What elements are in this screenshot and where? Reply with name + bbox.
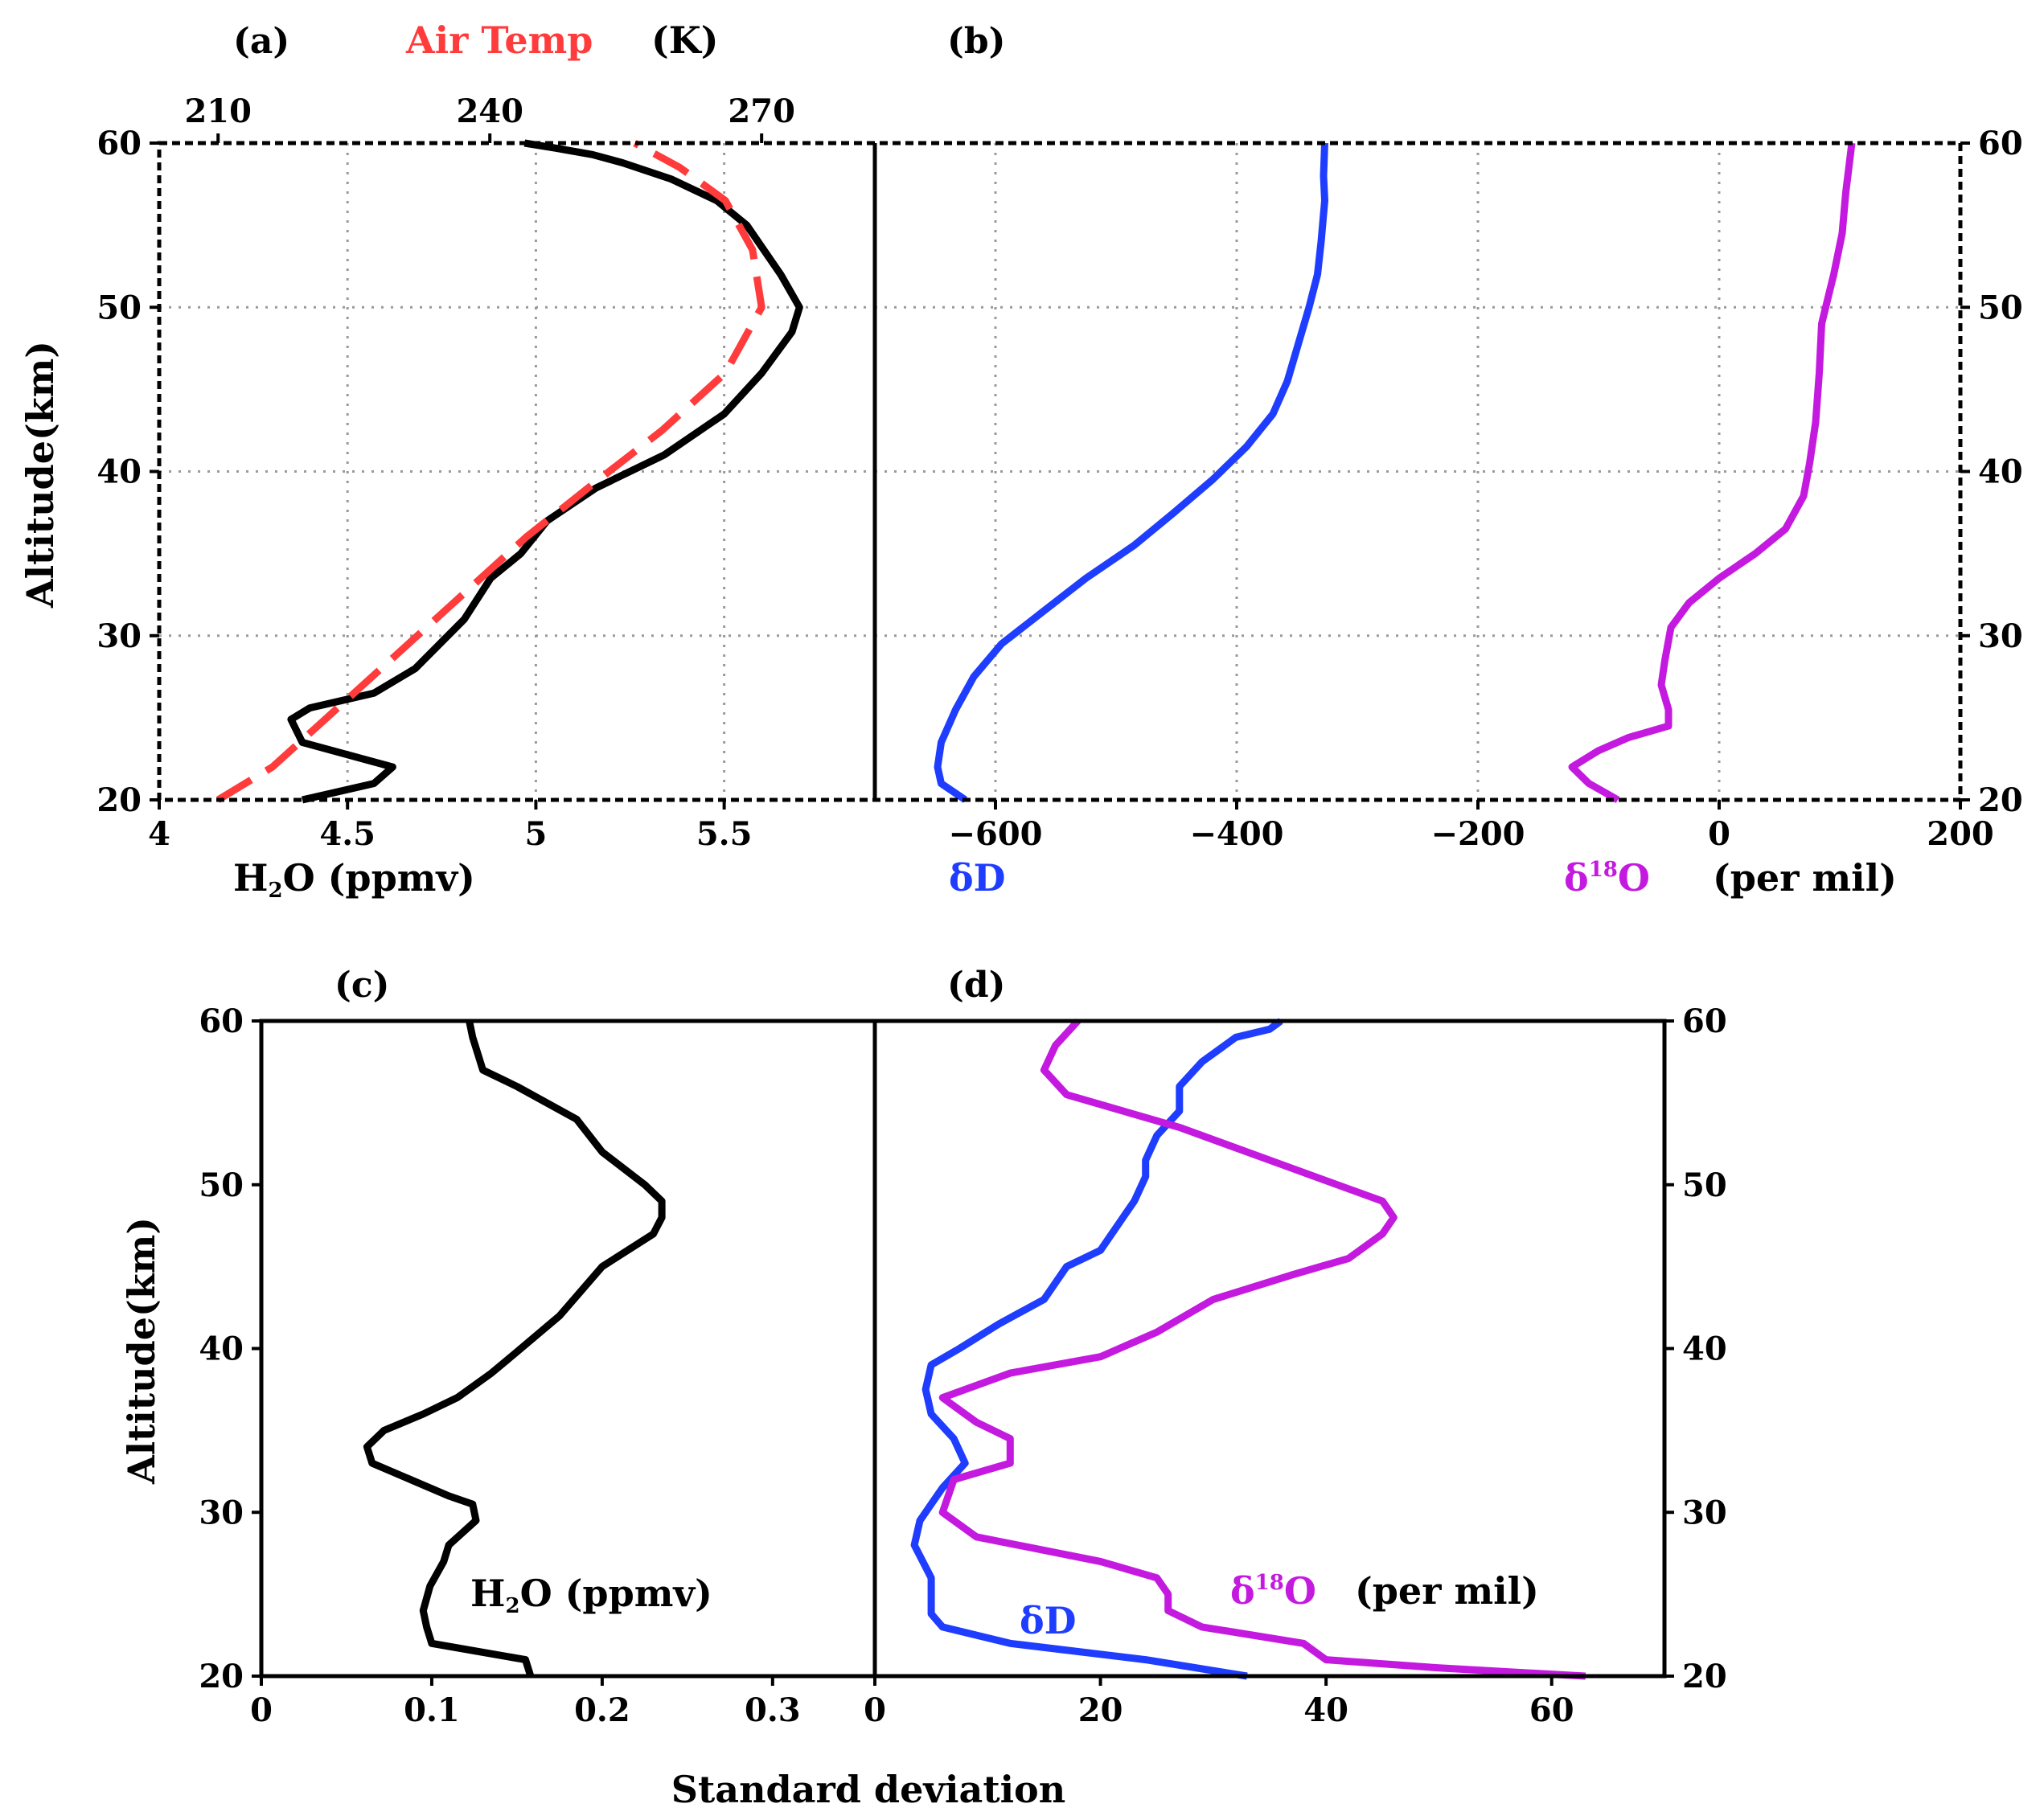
grid-panel-a bbox=[159, 143, 875, 800]
panel-c-xtick-label-2: 0.2 bbox=[574, 1691, 630, 1729]
x-axis-title-h2o: H2O (ppmv) bbox=[233, 856, 475, 903]
panel-c-series-h2o-sd bbox=[363, 1020, 666, 1678]
panel-d-xtick-label-1: 20 bbox=[1078, 1691, 1123, 1729]
panel-a-top-tick-label-0: 210 bbox=[184, 92, 252, 130]
y-axis-title-bottom: Altitude(km) bbox=[120, 1217, 163, 1485]
panel-a-xtick-label-2: 5 bbox=[524, 815, 547, 853]
panel-b-ytick-label-1: 30 bbox=[1978, 617, 2023, 655]
panel-d-ytick-label-4: 60 bbox=[1682, 1002, 1727, 1040]
legend-dD-bottom: δD bbox=[1020, 1599, 1077, 1642]
panel-a-xtick-label-1: 4.5 bbox=[319, 815, 376, 853]
top-axis-unit: (K) bbox=[651, 18, 719, 62]
panel-b-xtick-label-2: −200 bbox=[1430, 815, 1525, 853]
panel-c-xtick-label-1: 0.1 bbox=[404, 1691, 460, 1729]
panel-a-xtick-label-3: 5.5 bbox=[696, 815, 753, 853]
panel-d-ytick-label-3: 50 bbox=[1682, 1166, 1727, 1204]
panel-c-ytick-label-0: 20 bbox=[199, 1658, 244, 1695]
panel-b-xtick-label-3: 0 bbox=[1708, 815, 1730, 853]
panel-b-xtick-label-4: 200 bbox=[1927, 815, 1994, 853]
inline-label-permil: (per mil) bbox=[1355, 1569, 1539, 1613]
panel-b-ytick-label-3: 50 bbox=[1978, 289, 2023, 326]
panel-d-ytick-label-2: 40 bbox=[1682, 1330, 1727, 1368]
panel-a-label: (a) bbox=[233, 21, 289, 62]
series-layer bbox=[215, 139, 1856, 1680]
panel-c-xtick-label-0: 0 bbox=[250, 1691, 273, 1729]
panel-d-ytick-label-1: 30 bbox=[1682, 1494, 1727, 1531]
panel-a-ytick-label-1: 30 bbox=[96, 617, 142, 655]
panel-d-ytick-label-0: 20 bbox=[1682, 1658, 1727, 1695]
panel-b-ytick-label-4: 60 bbox=[1978, 125, 2023, 162]
legend-d18O-bottom: δ18O bbox=[1230, 1569, 1316, 1613]
panel-a-top-tick-label-1: 240 bbox=[456, 92, 523, 130]
legend-dD-top: δD bbox=[949, 856, 1006, 900]
panel-c-label: (c) bbox=[335, 965, 389, 1006]
inline-label-h2o: H2O (ppmv) bbox=[470, 1572, 712, 1618]
panel-b-ytick-label-2: 40 bbox=[1978, 453, 2023, 491]
panel-c-ytick-label-2: 40 bbox=[199, 1330, 244, 1368]
panel-a-xtick-label-0: 4 bbox=[148, 815, 170, 853]
panel-a-ytick-label-3: 50 bbox=[96, 289, 142, 326]
panel-a-ytick-label-0: 20 bbox=[96, 781, 142, 819]
panel-b-series--18o bbox=[1568, 142, 1856, 803]
panel-d-series--18o-sd bbox=[938, 1018, 1586, 1680]
panel-a-series-air-temp bbox=[215, 140, 765, 803]
panel-a-top-tick-label-2: 270 bbox=[728, 92, 795, 130]
panel-c-ytick-label-3: 50 bbox=[199, 1166, 244, 1204]
panel-b-ytick-label-0: 20 bbox=[1978, 781, 2023, 819]
axes-layer: 2030405060203040506020304050602030405060… bbox=[96, 92, 2022, 1729]
panel-a-series-h2o bbox=[287, 139, 803, 804]
top-axis-label: Air Temp bbox=[405, 18, 593, 62]
panel-d-xtick-label-3: 60 bbox=[1529, 1691, 1574, 1729]
x-axis-title-std: Standard deviation bbox=[671, 1768, 1065, 1811]
panel-b-xtick-label-0: −600 bbox=[948, 815, 1042, 853]
panel-a-ytick-label-4: 60 bbox=[96, 125, 142, 162]
panel-c-ytick-label-1: 30 bbox=[199, 1494, 244, 1531]
panel-d-xtick-label-2: 40 bbox=[1303, 1691, 1348, 1729]
x-axis-title-permil: (per mil) bbox=[1713, 856, 1897, 900]
panel-b-series--d bbox=[934, 142, 1328, 803]
panel-d-series--d-sd bbox=[910, 1018, 1283, 1680]
legend-d18O-top: δ18O bbox=[1564, 856, 1650, 900]
panel-d-xtick-label-0: 0 bbox=[864, 1691, 886, 1729]
panel-b-xtick-label-1: −400 bbox=[1189, 815, 1283, 853]
panel-b-label: (b) bbox=[947, 21, 1005, 62]
y-axis-title-top: Altitude(km) bbox=[18, 341, 62, 609]
panel-d-label: (d) bbox=[947, 965, 1005, 1006]
panel-a-ytick-label-2: 40 bbox=[96, 453, 142, 491]
panel-c-ytick-label-4: 60 bbox=[199, 1002, 244, 1040]
panel-c-xtick-label-3: 0.3 bbox=[745, 1691, 801, 1729]
grid-panel-b bbox=[875, 143, 1960, 800]
